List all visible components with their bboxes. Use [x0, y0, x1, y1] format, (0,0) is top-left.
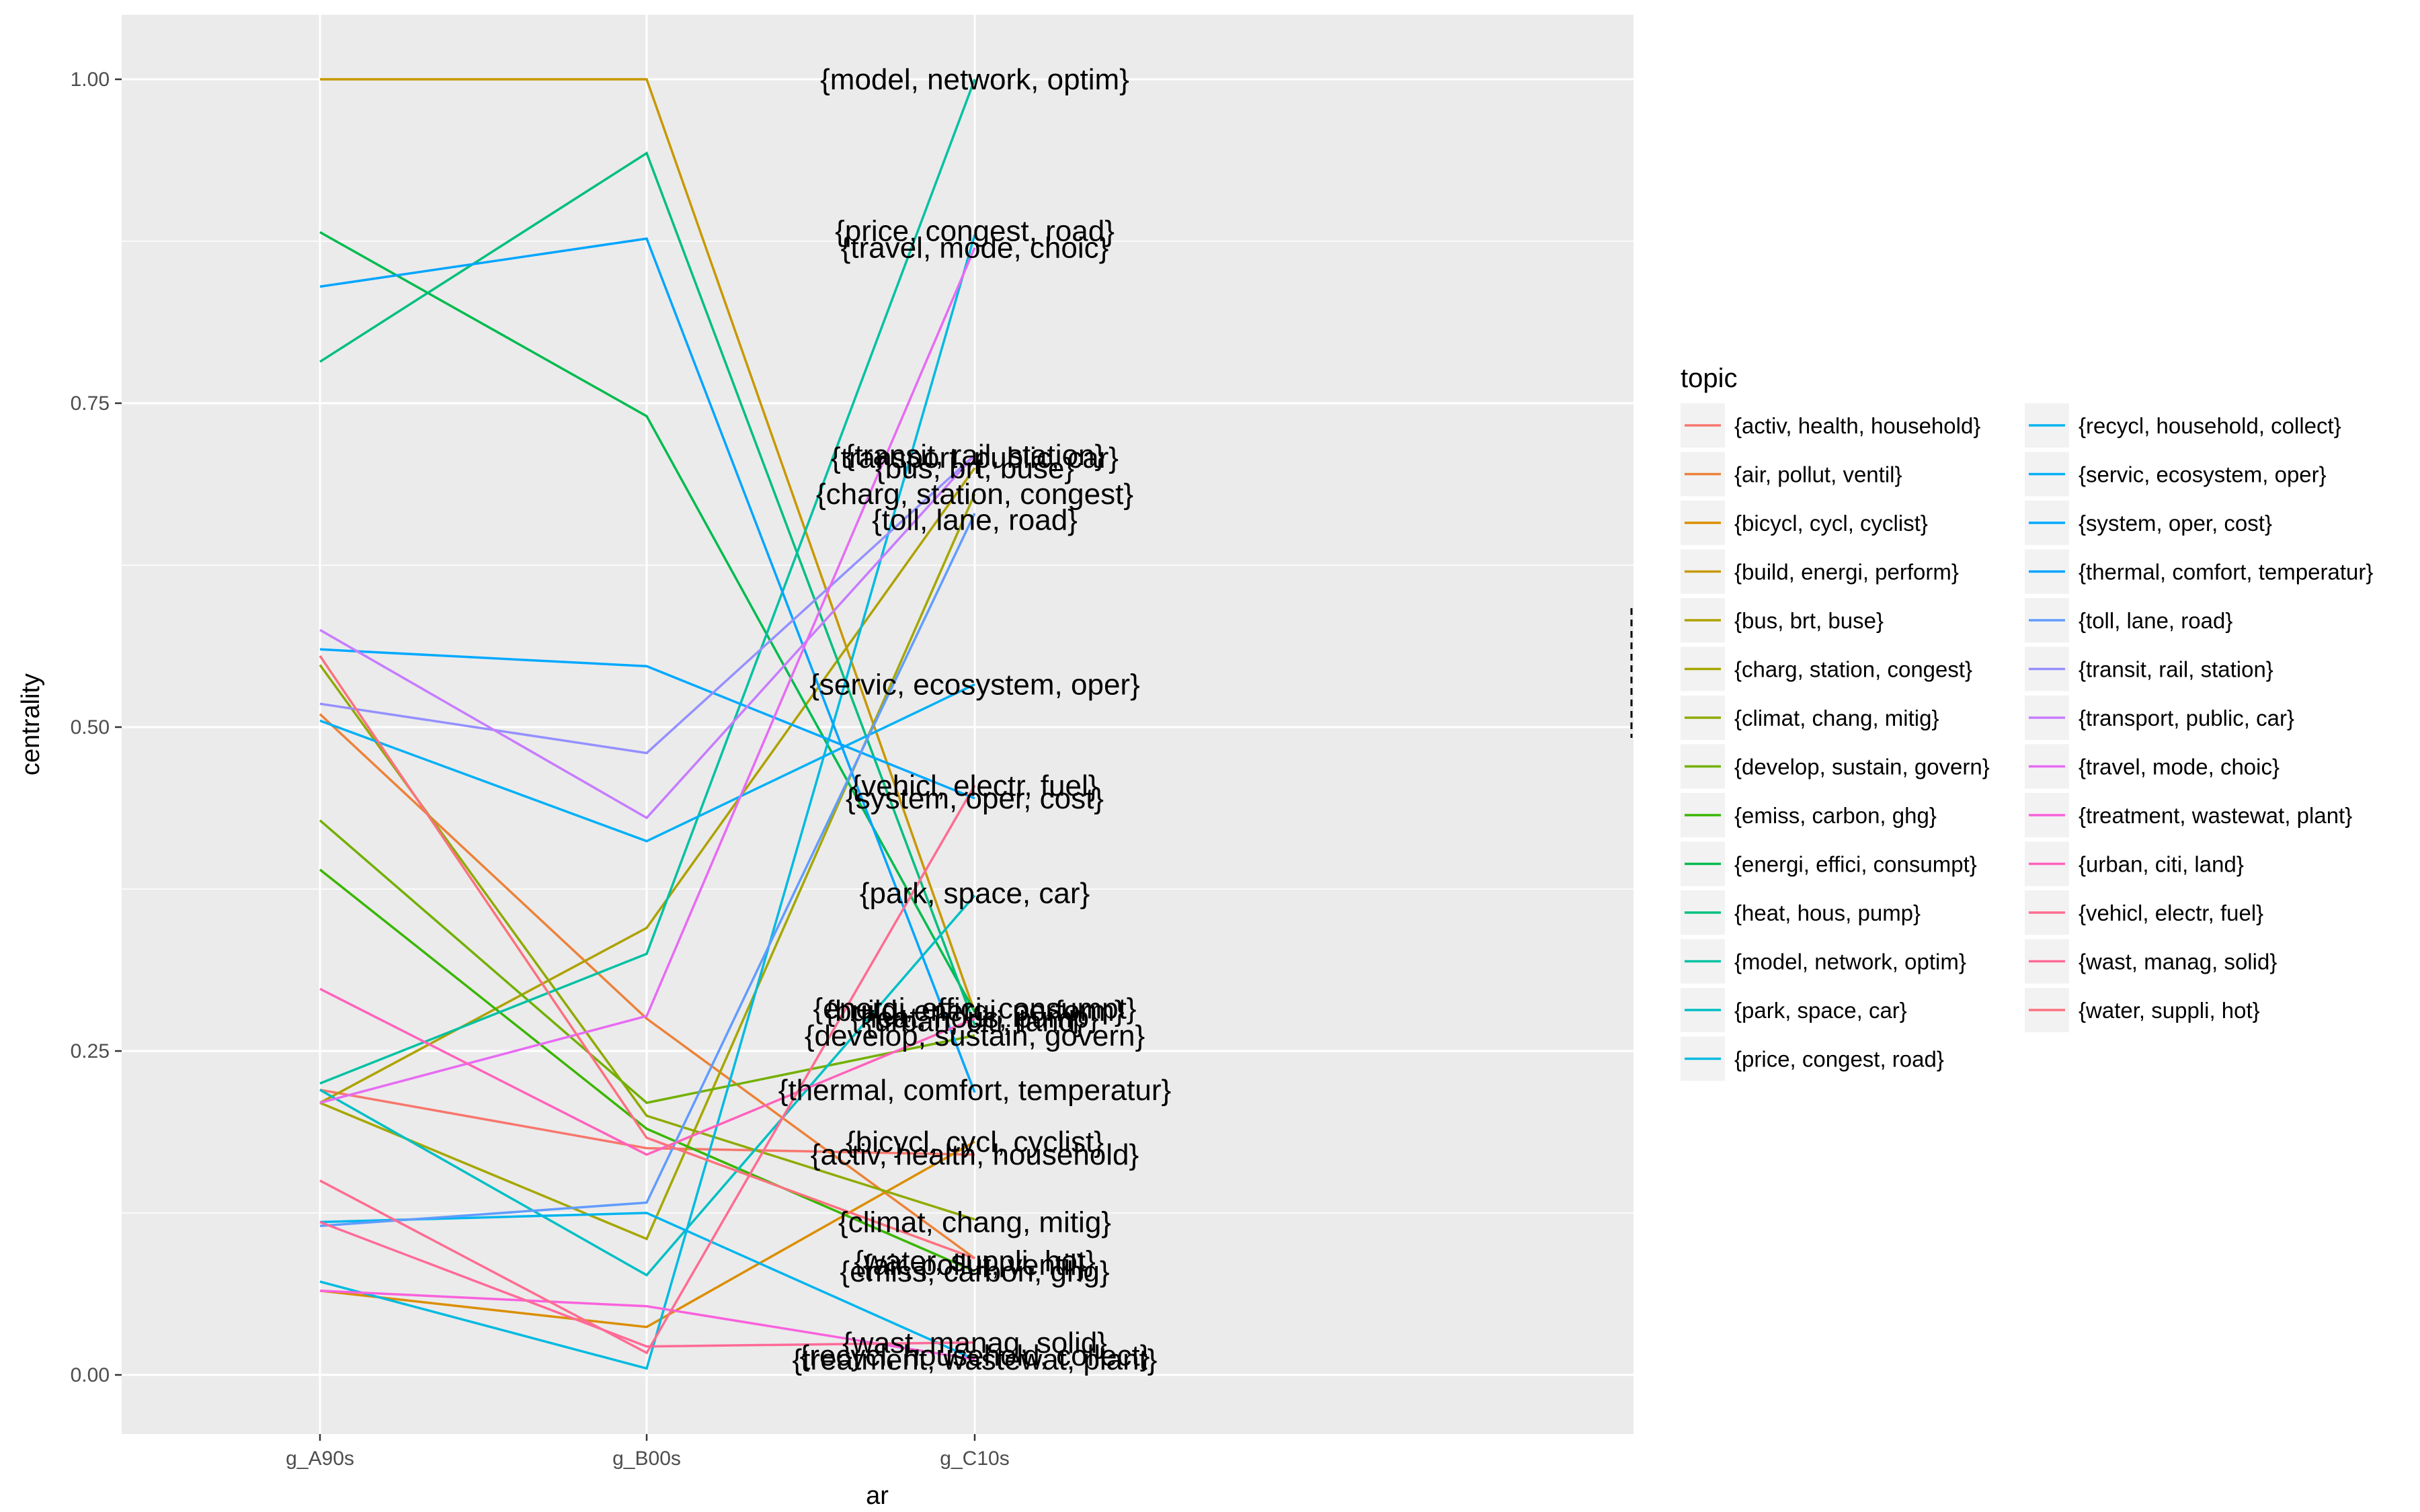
legend-label: {develop, sustain, govern}: [1734, 755, 1990, 780]
legend-label: {climat, chang, mitig}: [1734, 706, 1939, 730]
series-line: [319, 648, 975, 800]
series-end-label: {develop, sustain, govern}: [805, 1019, 1145, 1052]
series-line: [319, 784, 976, 1355]
series-line: [319, 454, 976, 820]
series-end-label: {travel, mode, choic}: [841, 232, 1109, 265]
legend-label: {water, suppli, hot}: [2079, 998, 2260, 1023]
series-end-label: {activ, health, household}: [811, 1138, 1139, 1171]
series-line: [319, 513, 976, 1228]
legend-label: {transport, public, car}: [2079, 706, 2294, 730]
legend-title: topic: [1681, 364, 1738, 393]
legend-label: {servic, ecosystem, oper}: [2079, 462, 2327, 487]
series-lines: [319, 78, 976, 1370]
series-line: [319, 683, 975, 843]
end-labels: {model, network, optim} {price, congest, …: [778, 63, 1171, 1376]
x-tick-label: g_B00s: [612, 1447, 681, 1470]
legend-label: {bus, brt, buse}: [1734, 608, 1884, 633]
legend-label: {model, network, optim}: [1734, 950, 1966, 974]
series-end-label: {toll, lane, road}: [872, 504, 1078, 537]
series-end-label: {air, pollut, ventil}: [863, 1249, 1087, 1282]
series-end-label: {bus, brt, buse}: [875, 452, 1074, 485]
legend-label: {toll, lane, road}: [2079, 608, 2232, 633]
legend-label: {energi, effici, consumpt}: [1734, 852, 1977, 877]
series-line: [319, 819, 975, 1104]
series-line: [319, 868, 975, 1273]
series-line: [319, 987, 975, 1157]
y-tick-label: 0.00: [71, 1364, 110, 1386]
legend-label: {system, oper, cost}: [2079, 511, 2272, 536]
legend-label: {recycl, household, collect}: [2079, 413, 2341, 438]
legend-label: {travel, mode, choic}: [2079, 755, 2280, 780]
legend-label: {heat, hous, pump}: [1734, 900, 1921, 925]
series-end-label: {emiss, carbon, ghg}: [840, 1255, 1109, 1288]
legend-label: {urban, citi, land}: [2079, 852, 2244, 877]
series-line: [319, 454, 976, 755]
x-tick-label: g_A90s: [286, 1447, 354, 1470]
y-tick-label: 1.00: [71, 69, 110, 91]
series-line: [319, 1220, 975, 1348]
series-line: [319, 237, 976, 1093]
series-end-label: {build, energi, perform}: [825, 995, 1124, 1027]
series-end-label: {system, oper, cost}: [846, 782, 1104, 815]
series-end-label: {thermal, comfort, temperatur}: [778, 1074, 1171, 1107]
series-line: [320, 78, 976, 1013]
x-tick-label: g_C10s: [940, 1447, 1009, 1470]
x-axis-title: ar: [866, 1482, 889, 1510]
legend: topic {activ, health, household} {air, po…: [1681, 364, 2373, 1081]
series-end-label: {energi, effici, consumpt}: [813, 992, 1136, 1025]
series-end-label: {climat, chang, mitig}: [838, 1206, 1111, 1238]
series-end-label: {transport, public, car}: [831, 442, 1119, 474]
legend-label: {air, pollut, ventil}: [1734, 462, 1902, 487]
series-end-label: {vehicl, electr, fuel}: [852, 769, 1098, 802]
legend-label: {charg, station, congest}: [1734, 657, 1972, 682]
series-line: [319, 894, 976, 1277]
legend-label: {bicycl, cycl, cyclist}: [1734, 511, 1928, 536]
y-tick-label: 0.50: [71, 716, 110, 739]
legend-label: {activ, health, household}: [1734, 413, 1980, 438]
legend-label: {vehicl, electr, fuel}: [2079, 900, 2263, 925]
legend-label: {treatment, wastewat, plant}: [2079, 803, 2352, 828]
series-end-label: {heat, hous, pump}: [850, 1001, 1098, 1034]
series-end-label: {urban, citi, land}: [864, 1005, 1085, 1038]
series-end-label: {park, space, car}: [860, 877, 1090, 910]
series-end-label: {price, congest, road}: [835, 215, 1115, 248]
series-line: [319, 655, 975, 1260]
series-line: [319, 247, 976, 1104]
y-tick-label: 0.75: [71, 392, 110, 415]
axes: 0.00 0.25 0.50 0.75 1.00 g_A90s g_B00s g_C10s: [71, 69, 1010, 1470]
series-end-label: {water, suppli, hot}: [854, 1245, 1096, 1277]
series-line: [319, 1289, 975, 1361]
series-line: [319, 234, 976, 1370]
series-end-label: {model, network, optim}: [820, 63, 1129, 96]
y-tick-label: 0.25: [71, 1040, 110, 1062]
legend-label: {park, space, car}: [1734, 998, 1907, 1023]
legend-label: {emiss, carbon, ghg}: [1734, 803, 1937, 828]
series-end-label: {wast, manag, solid}: [842, 1327, 1107, 1359]
y-axis-title: centrality: [17, 673, 45, 775]
series-line: [319, 1089, 975, 1156]
legend-label: {build, energi, perform}: [1734, 560, 1959, 585]
legend-label: {price, congest, road}: [1734, 1047, 1944, 1072]
series-end-label: {bicycl, cycl, cyclist}: [846, 1126, 1104, 1159]
series-end-label: {treatment, wastewat, plant}: [793, 1343, 1158, 1376]
legend-label: {thermal, comfort, temperatur}: [2079, 560, 2373, 585]
series-line: [319, 1140, 975, 1329]
legend-label: {transit, rail, station}: [2079, 657, 2273, 682]
series-end-label: {servic, ecosystem, oper}: [809, 668, 1140, 701]
legend-label: {wast, manag, solid}: [2079, 950, 2277, 974]
series-end-label: {charg, station, congest}: [816, 478, 1133, 511]
series-end-label: {recycl, household, collect}: [800, 1339, 1150, 1372]
series-end-label: {transit, rail, station}: [845, 439, 1104, 472]
series-line: [319, 79, 976, 1085]
series-line: [319, 151, 976, 1026]
